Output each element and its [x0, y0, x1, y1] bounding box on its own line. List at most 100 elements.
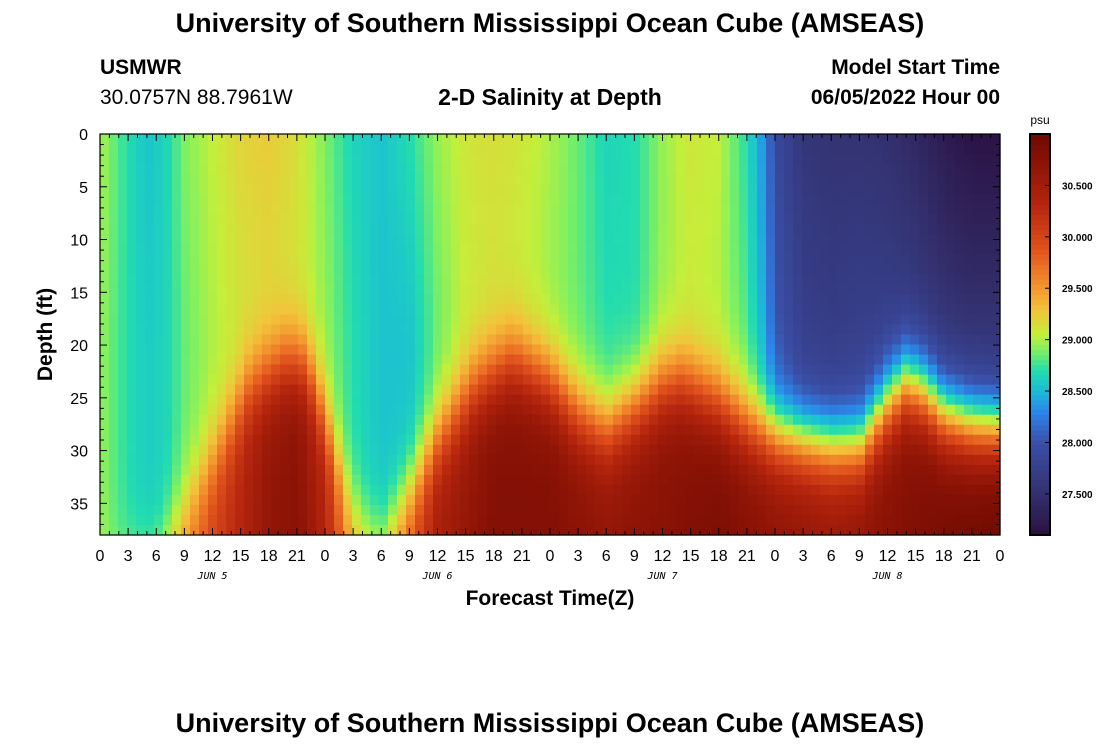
heatmap-cell: [631, 184, 641, 195]
colorbar-segment: [1030, 424, 1050, 431]
heatmap-cell: [676, 174, 686, 185]
heatmap-cell: [946, 484, 956, 496]
heatmap-cell: [433, 514, 443, 526]
heatmap-cell: [244, 394, 254, 406]
heatmap-cell: [802, 324, 812, 336]
heatmap-cell: [802, 244, 812, 255]
heatmap-cell: [505, 524, 515, 536]
heatmap-cell: [568, 234, 578, 245]
heatmap-cell: [298, 364, 308, 376]
heatmap-cell: [784, 134, 794, 145]
heatmap-cell: [568, 204, 578, 215]
heatmap-cell: [658, 254, 668, 265]
heatmap-cell: [649, 154, 659, 165]
heatmap-cell: [892, 294, 902, 306]
heatmap-cell: [307, 354, 317, 366]
heatmap-cell: [991, 414, 1001, 426]
heatmap-cell: [181, 264, 191, 275]
heatmap-cell: [451, 234, 461, 245]
heatmap-cell: [289, 264, 299, 275]
heatmap-cell: [514, 394, 524, 406]
heatmap-cell: [541, 434, 551, 446]
heatmap-cell: [541, 354, 551, 366]
heatmap-cell: [910, 264, 920, 275]
heatmap-cell: [451, 134, 461, 145]
heatmap-cell: [271, 174, 281, 185]
heatmap-cell: [109, 164, 119, 175]
heatmap-cell: [127, 444, 137, 456]
heatmap-cell: [586, 344, 596, 356]
heatmap-cell: [109, 234, 119, 245]
heatmap-cell: [901, 334, 911, 346]
heatmap-cell: [262, 374, 272, 386]
heatmap-cell: [118, 234, 128, 245]
heatmap-cell: [613, 284, 623, 296]
heatmap-cell: [172, 444, 182, 456]
heatmap-cell: [703, 304, 713, 316]
heatmap-cell: [415, 284, 425, 296]
heatmap-cell: [280, 494, 290, 506]
heatmap-cell: [451, 394, 461, 406]
heatmap-cell: [469, 484, 479, 496]
heatmap-cell: [784, 224, 794, 235]
heatmap-cell: [199, 304, 209, 316]
heatmap-cell: [730, 414, 740, 426]
heatmap-cell: [847, 494, 857, 506]
heatmap-cell: [406, 174, 416, 185]
heatmap-cell: [595, 414, 605, 426]
heatmap-cell: [901, 394, 911, 406]
heatmap-cell: [964, 334, 974, 346]
heatmap-cell: [190, 194, 200, 205]
colorbar-segment: [1030, 179, 1050, 185]
heatmap-cell: [685, 144, 695, 155]
heatmap-cell: [991, 274, 1001, 285]
heatmap-cell: [901, 134, 911, 145]
heatmap-cell: [667, 324, 677, 336]
heatmap-cell: [829, 294, 839, 306]
heatmap-cell: [874, 234, 884, 245]
heatmap-cell: [928, 344, 938, 356]
heatmap-cell: [100, 364, 110, 376]
heatmap-cell: [973, 164, 983, 175]
heatmap-cell: [280, 264, 290, 275]
heatmap-cell: [946, 244, 956, 255]
heatmap-cell: [424, 174, 434, 185]
heatmap-cell: [658, 434, 668, 446]
heatmap-cell: [217, 334, 227, 346]
heatmap-cell: [586, 454, 596, 466]
heatmap-cell: [217, 204, 227, 215]
heatmap-cell: [244, 474, 254, 486]
heatmap-cell: [208, 214, 218, 225]
heatmap-cell: [829, 234, 839, 245]
heatmap-cell: [802, 274, 812, 285]
heatmap-cell: [550, 384, 560, 396]
heatmap-cell: [523, 274, 533, 285]
heatmap-cell: [730, 244, 740, 255]
heatmap-cell: [631, 214, 641, 225]
heatmap-cell: [856, 494, 866, 506]
heatmap-cell: [910, 314, 920, 326]
heatmap-cell: [604, 224, 614, 235]
heatmap-cell: [370, 354, 380, 366]
heatmap-cell: [802, 494, 812, 506]
heatmap-cell: [451, 354, 461, 366]
heatmap-cell: [721, 264, 731, 275]
heatmap-cell: [838, 414, 848, 426]
heatmap-cell: [352, 424, 362, 436]
heatmap-cell: [334, 404, 344, 416]
heatmap-cell: [721, 294, 731, 306]
heatmap-cell: [343, 344, 353, 356]
heatmap-cell: [676, 264, 686, 275]
heatmap-cell: [811, 154, 821, 165]
heatmap-cell: [703, 284, 713, 296]
heatmap-cell: [595, 304, 605, 316]
heatmap-cell: [604, 134, 614, 145]
heatmap-cell: [649, 434, 659, 446]
heatmap-cell: [847, 384, 857, 396]
heatmap-cell: [244, 214, 254, 225]
model-start-value: 06/05/2022 Hour 00: [810, 86, 1000, 109]
heatmap-cell: [424, 344, 434, 356]
heatmap-cell: [712, 494, 722, 506]
heatmap-cell: [910, 154, 920, 165]
heatmap-cell: [658, 224, 668, 235]
